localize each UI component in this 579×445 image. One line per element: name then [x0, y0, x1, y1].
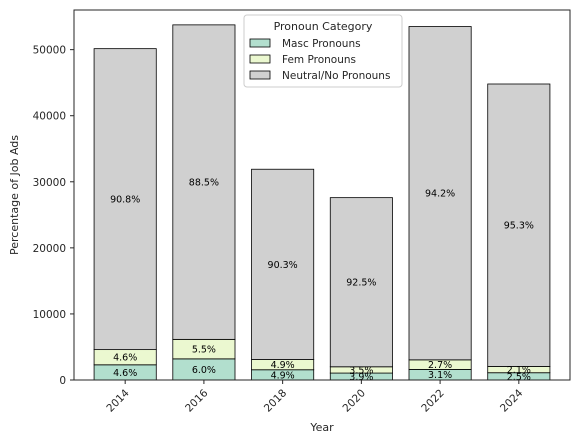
percent-label: 5.5%: [192, 345, 216, 356]
y-tick-label: 20000: [33, 243, 66, 255]
bars-layer: [93, 24, 551, 381]
bar-segment-2018-neutral: [251, 168, 315, 360]
y-tick-label: 10000: [33, 309, 66, 321]
percent-label: 3.1%: [428, 370, 452, 381]
y-axis: 0 10000 20000 30000 40000 50000: [33, 45, 74, 387]
bar-segment-2016-neutral: [172, 24, 236, 340]
y-tick-label: 30000: [33, 177, 66, 189]
percent-label: 4.9%: [271, 360, 295, 371]
legend-swatch: [249, 54, 271, 64]
legend-swatch: [249, 38, 271, 48]
percent-label: 3.5%: [349, 365, 373, 376]
x-tick-label: 2014: [104, 387, 132, 415]
legend-title: Pronoun Category: [274, 20, 373, 33]
bar-segment-2020-neutral: [329, 197, 393, 368]
legend-box: [243, 14, 403, 88]
x-tick-label: 2022: [419, 387, 446, 414]
y-tick-label: 40000: [33, 111, 66, 123]
x-tick-label: 2024: [498, 387, 526, 415]
bar-segment-2014-neutral: [93, 48, 157, 351]
legend: Pronoun Category Masc Pronouns Fem Pronou…: [243, 14, 403, 88]
x-axis-title: Year: [309, 421, 334, 434]
percent-label: 90.3%: [268, 260, 298, 271]
legend-swatch: [249, 70, 271, 80]
percent-label: 2.7%: [428, 360, 452, 371]
percent-label: 3.9%: [349, 372, 373, 383]
percent-label: 4.6%: [113, 353, 137, 364]
legend-label: Fem Pronouns: [282, 54, 356, 66]
percent-label: 6.0%: [192, 365, 216, 376]
y-axis-title: Percentage of Job Ads: [8, 135, 21, 255]
percent-labels-layer: 4.6% 4.6% 90.8% 6.0% 5.5% 88.5% 4.9%4.9% 90.3% 3…: [110, 178, 534, 383]
percent-label: 4.6%: [113, 368, 137, 379]
x-tick-label: 2020: [341, 387, 368, 414]
percent-label: 94.2%: [425, 189, 455, 200]
x-axis: 2014 2016 2018 2020 2022 2024: [104, 380, 526, 415]
bar-segment-2022-neutral: [408, 26, 472, 361]
percent-label: 2.1%: [507, 365, 531, 376]
y-tick-label: 0: [59, 375, 66, 387]
percent-label: 2.5%: [507, 372, 531, 383]
percent-label: 4.9%: [271, 370, 295, 381]
percent-label: 90.8%: [110, 195, 140, 206]
legend-label: Masc Pronouns: [282, 38, 361, 50]
legend-items: Masc Pronouns Fem Pronouns Neutral/No Pron…: [249, 38, 390, 82]
x-tick-label: 2016: [183, 387, 211, 415]
percent-label: 95.3%: [504, 221, 534, 232]
x-tick-label: 2018: [262, 387, 289, 414]
plot-frame: [73, 9, 571, 381]
legend-label: Neutral/No Pronouns: [282, 70, 390, 82]
bar-segment-2024-neutral: [487, 83, 551, 367]
y-tick-label: 50000: [33, 45, 66, 57]
percent-label: 88.5%: [189, 178, 219, 189]
percent-label: 92.5%: [346, 278, 376, 289]
